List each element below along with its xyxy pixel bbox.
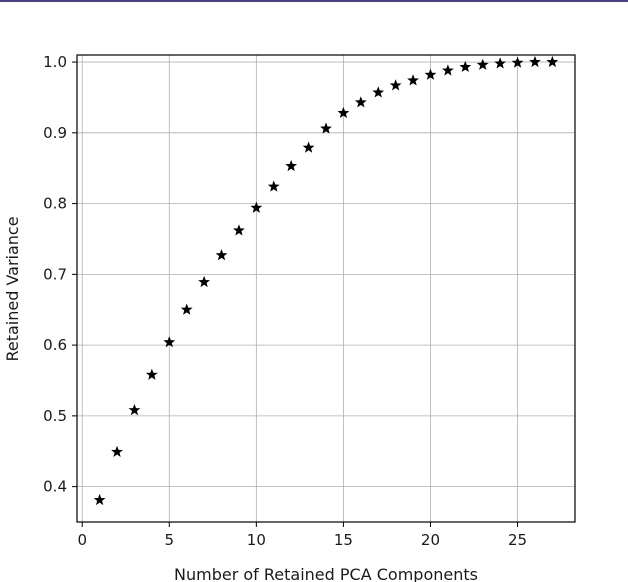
data-point-star <box>215 249 228 261</box>
data-point-star <box>302 141 315 153</box>
x-tick-label: 0 <box>77 531 87 549</box>
data-point-star <box>180 303 193 315</box>
data-point-star <box>476 58 489 70</box>
y-tick-label: 1.0 <box>43 53 67 71</box>
data-point-star <box>198 275 211 288</box>
x-tick-label: 25 <box>508 531 527 549</box>
axis-ticks: 0 5 10 15 20 25 0.4 0.5 0.6 0.7 0.8 0.9 1.0 <box>43 53 527 549</box>
data-point-star <box>285 159 298 172</box>
data-point-star <box>441 64 454 76</box>
x-axis-label: Number of Retained PCA Components <box>174 565 478 582</box>
data-point-star <box>372 86 385 98</box>
data-point-star <box>233 224 245 236</box>
y-tick-label: 0.5 <box>43 407 67 425</box>
y-tick-label: 0.6 <box>43 336 67 354</box>
plot-frame <box>76 54 576 523</box>
data-point-star <box>145 368 158 380</box>
y-tick-label: 0.8 <box>43 195 67 213</box>
top-border-rule <box>0 0 628 2</box>
data-point-star <box>424 68 437 80</box>
data-point-star <box>93 493 106 506</box>
data-point-star <box>163 336 176 348</box>
data-point-star <box>267 180 280 192</box>
y-tick-label: 0.4 <box>43 478 67 496</box>
data-points <box>93 55 559 506</box>
x-tick-label: 10 <box>247 531 266 549</box>
data-point-star <box>407 74 419 86</box>
data-point-star <box>494 57 507 69</box>
data-point-star <box>128 404 141 416</box>
data-point-star <box>354 96 367 108</box>
grid-lines <box>77 55 575 522</box>
data-point-star <box>459 60 472 73</box>
x-tick-label: 5 <box>165 531 175 549</box>
data-point-star <box>337 106 350 119</box>
x-tick-label: 15 <box>334 531 353 549</box>
y-axis-label: Retained Variance <box>3 216 22 361</box>
data-point-star <box>529 55 541 68</box>
x-tick-label: 20 <box>421 531 440 549</box>
data-point-star <box>111 445 123 457</box>
data-point-star <box>511 56 524 68</box>
data-point-star <box>320 122 332 134</box>
y-tick-label: 0.7 <box>43 265 67 283</box>
data-point-star <box>250 201 263 213</box>
data-point-star <box>389 79 402 91</box>
data-point-star <box>546 55 559 68</box>
y-tick-label: 0.9 <box>43 124 67 142</box>
